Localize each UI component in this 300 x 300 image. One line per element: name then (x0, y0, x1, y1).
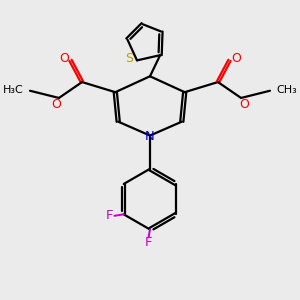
Text: H₃C: H₃C (3, 85, 24, 95)
Text: O: O (59, 52, 69, 64)
Text: F: F (106, 209, 113, 222)
Text: O: O (51, 98, 61, 111)
Text: F: F (145, 236, 152, 249)
Text: O: O (231, 52, 241, 64)
Text: CH₃: CH₃ (276, 85, 297, 95)
Text: O: O (239, 98, 249, 111)
Text: S: S (125, 52, 133, 64)
Text: N: N (145, 130, 155, 142)
